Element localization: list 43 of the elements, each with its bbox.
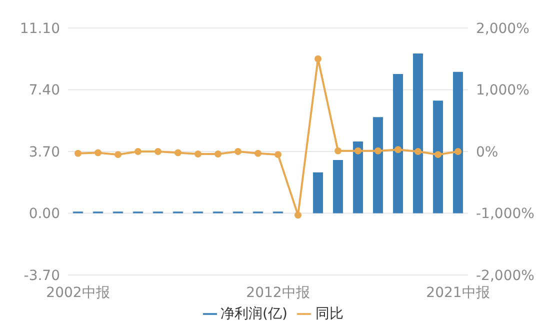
y2-tick-label: -1,000% bbox=[476, 206, 534, 222]
point bbox=[154, 148, 162, 155]
point bbox=[74, 150, 82, 157]
point bbox=[414, 148, 422, 155]
bar bbox=[393, 74, 403, 214]
bar bbox=[313, 172, 323, 214]
y2-tick-label: -2,000% bbox=[476, 268, 534, 284]
y2-tick-label: 2,000% bbox=[476, 20, 530, 37]
point bbox=[174, 149, 182, 156]
point bbox=[334, 147, 342, 154]
y-tick-label: 11.10 bbox=[20, 20, 60, 37]
y-tick-label: 7.40 bbox=[28, 82, 60, 99]
bar bbox=[413, 54, 423, 214]
point bbox=[194, 150, 202, 158]
point bbox=[454, 148, 462, 155]
point bbox=[314, 55, 322, 62]
y2-tick-label: 1,000% bbox=[476, 82, 530, 99]
point bbox=[94, 149, 102, 156]
point bbox=[294, 212, 302, 219]
legend-label: 同比 bbox=[315, 306, 344, 322]
point bbox=[394, 146, 402, 154]
point bbox=[214, 150, 222, 158]
point bbox=[134, 148, 142, 155]
y-tick-label: -3.70 bbox=[24, 268, 60, 284]
bar bbox=[433, 100, 443, 214]
point bbox=[114, 151, 122, 158]
point bbox=[234, 148, 242, 155]
x-tick-label: 2012中报 bbox=[246, 284, 310, 301]
y-tick-label: 0.00 bbox=[28, 206, 60, 222]
point bbox=[254, 150, 262, 157]
bar bbox=[333, 160, 343, 214]
bar bbox=[453, 72, 463, 214]
x-tick-label: 2021中报 bbox=[426, 284, 490, 301]
bar bbox=[373, 117, 383, 214]
point bbox=[354, 147, 362, 154]
point bbox=[374, 147, 382, 154]
point bbox=[434, 151, 442, 158]
y-tick-label: 3.70 bbox=[28, 144, 60, 160]
bar bbox=[353, 141, 363, 214]
point bbox=[274, 151, 282, 158]
legend-label: 净利润(亿) bbox=[220, 306, 288, 322]
x-tick-label: 2002中报 bbox=[46, 284, 110, 301]
y2-tick-label: 0% bbox=[476, 144, 498, 160]
